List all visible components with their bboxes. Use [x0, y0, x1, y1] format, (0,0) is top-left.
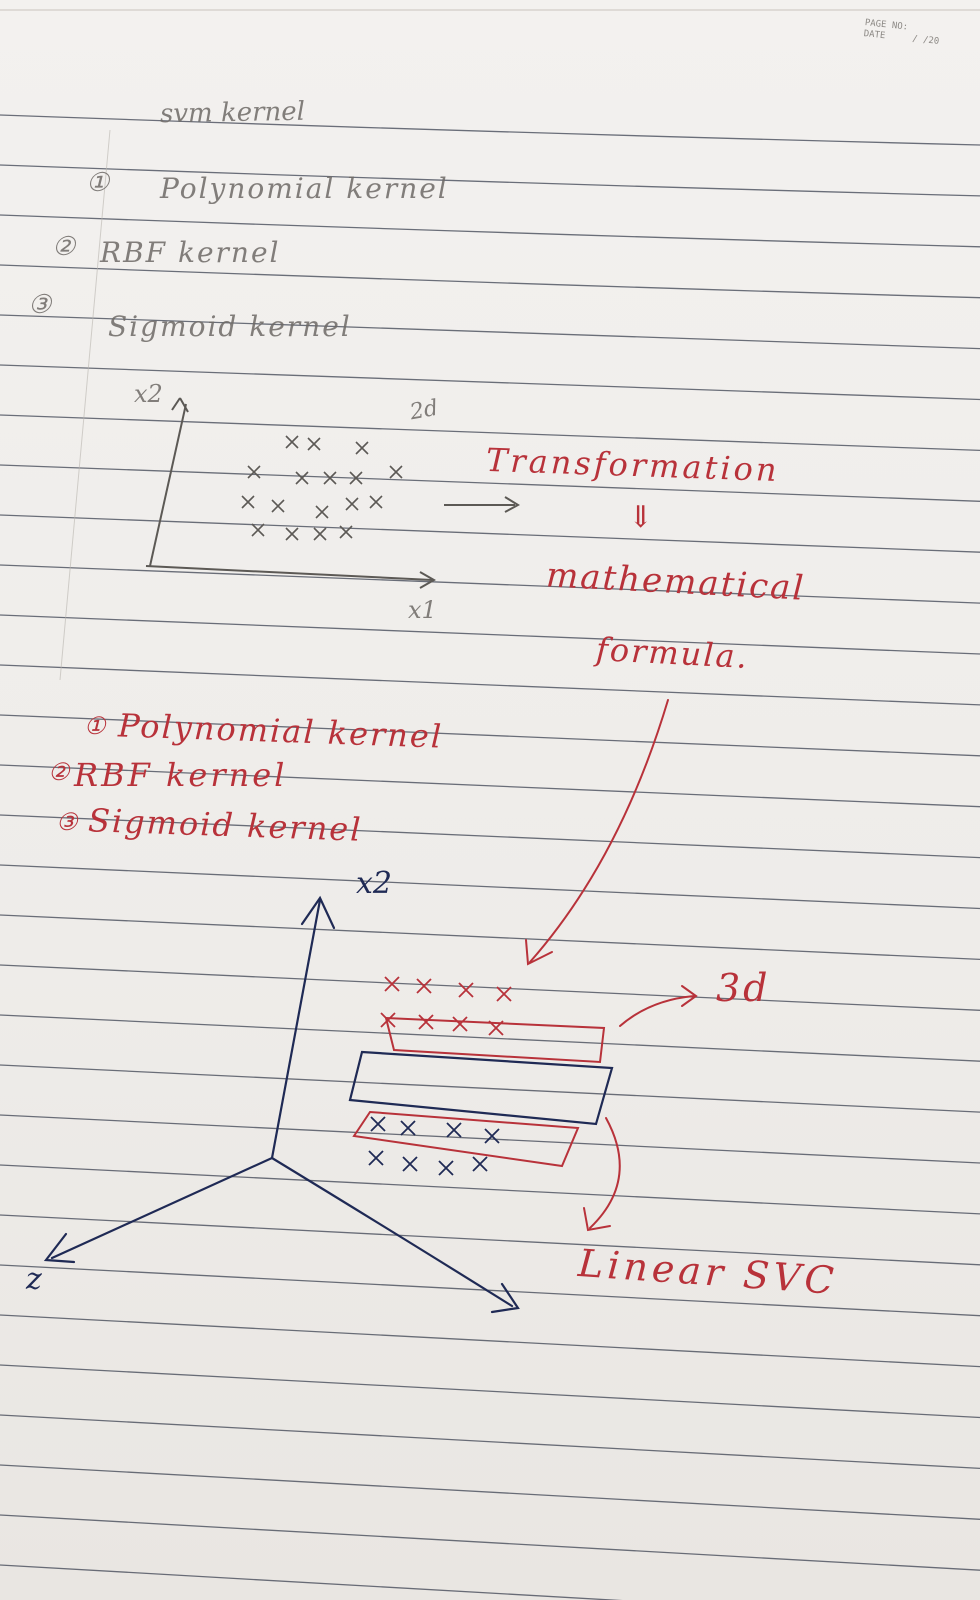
point-2d	[285, 527, 299, 541]
rule-line	[0, 764, 980, 808]
rule-line	[0, 1014, 980, 1062]
point-class-a-top	[496, 986, 512, 1002]
pencil-item-sigmoid: Sigmoid kernel	[108, 310, 352, 343]
point-2d	[369, 495, 383, 509]
pencil-marker-1: ①	[86, 168, 110, 198]
point-class-b	[484, 1128, 500, 1144]
axis-label-x1-2d: x1	[408, 596, 437, 624]
axis-z-3d	[50, 1156, 274, 1260]
point-class-a-top	[458, 982, 474, 998]
axis-x2-3d	[270, 898, 322, 1160]
point-2d	[315, 505, 329, 519]
point-class-b	[370, 1116, 386, 1132]
rule-line	[0, 114, 980, 146]
point-class-b-bottom	[402, 1156, 418, 1172]
axis-label-x2-2d: x2	[134, 380, 163, 408]
arrow-down: ⇓	[628, 500, 654, 535]
separating-plane	[348, 1050, 614, 1126]
rule-line	[0, 714, 980, 757]
rule-line	[0, 164, 980, 197]
point-2d	[355, 441, 369, 455]
point-class-a-top	[416, 978, 432, 994]
point-2d	[323, 471, 337, 485]
axis-x2-2d	[149, 403, 187, 567]
point-class-b	[400, 1120, 416, 1136]
pencil-marker-2: ②	[52, 232, 76, 262]
point-2d	[389, 465, 403, 479]
arrow-to-3d	[529, 699, 669, 963]
point-2d	[247, 465, 261, 479]
point-class-a	[488, 1020, 504, 1036]
rule-line	[0, 1314, 980, 1368]
lower-margin-box	[352, 1110, 580, 1168]
pencil-item-rbf: RBF kernel	[100, 236, 281, 269]
point-2d	[313, 527, 327, 541]
rule-line	[0, 264, 980, 299]
red-marker-1: ①	[84, 712, 106, 740]
rule-line	[0, 614, 980, 655]
axis-label-x2-3d: x2	[356, 866, 393, 901]
label-3d: 3d	[716, 966, 771, 1010]
point-2d	[345, 497, 359, 511]
axis-x1-3d	[270, 1156, 514, 1308]
point-class-b-bottom	[438, 1160, 454, 1176]
rule-line	[0, 1264, 980, 1317]
point-class-a	[380, 1012, 396, 1028]
red-marker-3: ③	[56, 808, 78, 836]
arrow-to-linear-svc	[589, 1117, 621, 1229]
pencil-marker-3: ③	[28, 290, 52, 320]
point-class-a	[418, 1014, 434, 1030]
rule-line	[0, 564, 980, 604]
point-class-b-bottom	[368, 1150, 384, 1166]
point-2d	[339, 525, 353, 539]
point-2d	[251, 523, 265, 537]
point-class-b	[446, 1122, 462, 1138]
point-2d	[285, 435, 299, 449]
rule-line	[0, 1214, 980, 1266]
pencil-item-polynomial: Polynomial kernel	[160, 172, 449, 205]
axis-label-z-3d: z	[26, 1262, 42, 1297]
point-class-a-top	[384, 976, 400, 992]
rule-line	[0, 1364, 980, 1419]
point-class-b-bottom	[472, 1156, 488, 1172]
rule-line	[0, 214, 980, 248]
rule-line	[0, 1064, 980, 1113]
red-item-rbf: RBF kernel	[74, 756, 288, 794]
axis-x1-2d	[145, 565, 433, 581]
point-2d	[295, 471, 309, 485]
red-marker-2: ②	[48, 758, 70, 786]
point-2d	[271, 499, 285, 513]
point-2d	[241, 495, 255, 509]
upper-margin-box	[384, 1016, 606, 1064]
rule-line	[0, 864, 980, 910]
point-2d	[307, 437, 321, 451]
rule-line	[0, 814, 980, 859]
rule-line	[0, 664, 980, 706]
point-2d	[349, 471, 363, 485]
rule-line	[0, 964, 980, 1011]
point-class-a	[452, 1016, 468, 1032]
rule-line	[0, 1164, 980, 1215]
rule-line	[0, 914, 980, 961]
